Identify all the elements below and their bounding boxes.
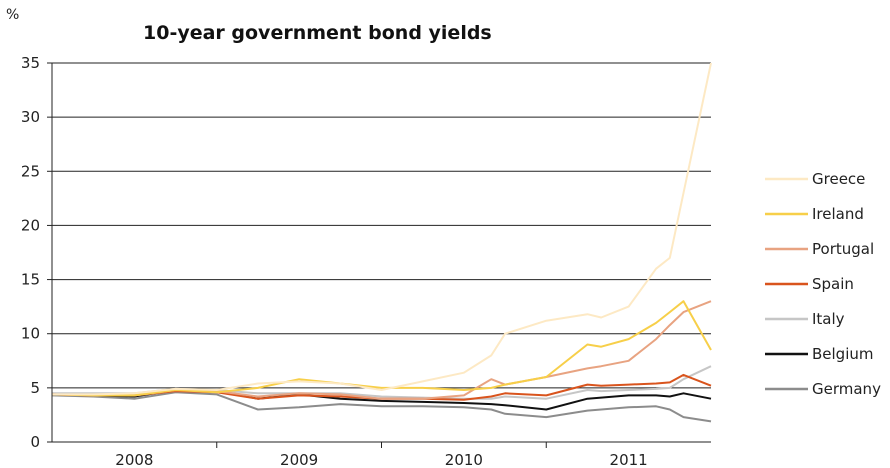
chart-title: 10-year government bond yields	[143, 22, 492, 44]
y-tick-label: 35	[21, 54, 40, 72]
y-tick-label: 10	[21, 325, 40, 343]
y-tick-label: 0	[30, 433, 40, 451]
legend-label-spain: Spain	[812, 275, 854, 293]
series-line-ireland	[51, 300, 712, 397]
series-line-germany	[51, 391, 712, 423]
x-tick-label: 2011	[610, 451, 648, 468]
y-tick-label: 25	[21, 162, 40, 180]
legend-label-ireland: Ireland	[812, 205, 864, 223]
legend-label-germany: Germany	[812, 380, 881, 398]
legend-label-italy: Italy	[812, 310, 845, 328]
series-layer	[51, 62, 712, 423]
x-tick-label: 2009	[280, 451, 318, 468]
grid-lines	[52, 62, 711, 389]
y-tick-label: 20	[21, 216, 40, 234]
series-line-portugal	[51, 300, 712, 400]
y-unit-label: %	[6, 7, 19, 23]
legend: Greece Ireland Portugal Spain Italy Belgium Ge…	[765, 170, 881, 398]
x-tick-label: 2010	[445, 451, 483, 468]
legend-label-belgium: Belgium	[812, 345, 874, 363]
legend-label-portugal: Portugal	[812, 240, 874, 258]
series-line-greece	[52, 62, 712, 396]
y-tick-label: 5	[30, 379, 40, 397]
y-tick-label: 15	[21, 271, 40, 289]
x-tick-label: 2008	[115, 451, 153, 468]
y-tick-label: 30	[21, 108, 40, 126]
legend-label-greece: Greece	[812, 170, 865, 188]
axes: 0 5 10 15 20 25 30 35 2008 2009 2010 2011	[21, 54, 711, 468]
